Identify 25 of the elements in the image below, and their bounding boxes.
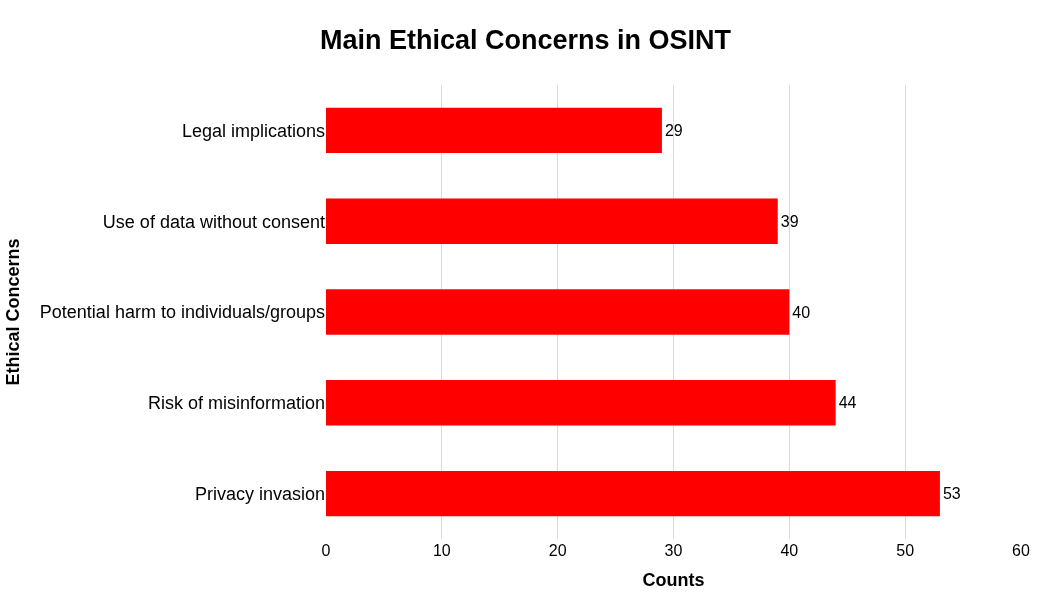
bar [326,198,778,244]
data-label: 44 [838,394,857,412]
y-tick-label: Potential harm to individuals/groups [39,302,325,323]
x-tick-label: 0 [321,542,331,559]
x-tick-label: 20 [548,542,567,559]
x-tick-label: 10 [432,542,451,559]
bar [326,470,940,517]
bar [326,380,836,426]
chart-title: Main Ethical Concerns in OSINT [319,25,732,56]
x-tick-label: 30 [664,542,683,559]
x-axis-title: Counts [642,570,705,591]
y-tick-label: Use of data without consent [102,211,325,232]
x-tick-label: 40 [780,542,799,559]
y-tick-label: Privacy invasion [194,483,325,504]
bar [326,289,790,335]
y-axis-title: Ethical Concerns [3,238,24,386]
y-tick-label: Risk of misinformation [147,393,325,414]
bar [326,107,662,154]
data-label: 29 [664,121,683,139]
y-tick-label: Legal implications [181,120,325,141]
x-tick-label: 60 [1012,542,1030,559]
data-label: 40 [792,303,811,321]
x-tick-label: 50 [896,542,915,559]
data-label: 53 [942,485,961,503]
data-label: 39 [780,212,799,230]
